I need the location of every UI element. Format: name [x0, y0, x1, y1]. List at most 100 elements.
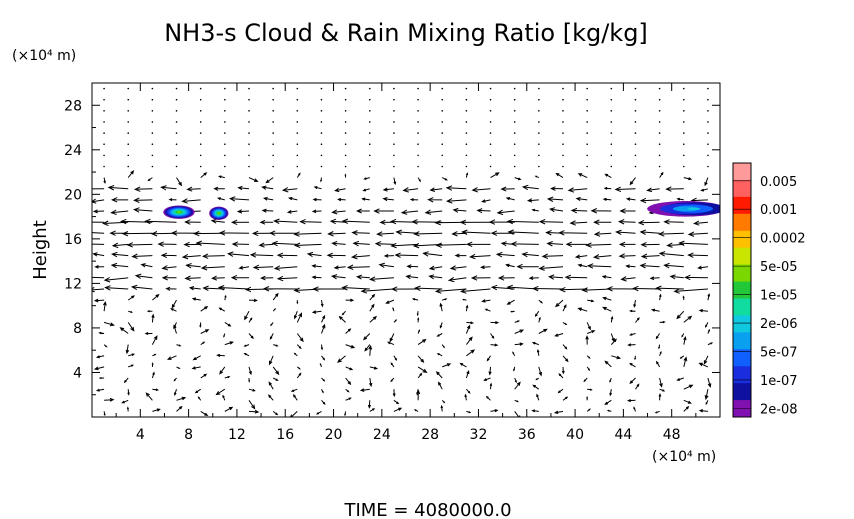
wind-vector [683, 405, 690, 412]
wind-vector [555, 172, 564, 179]
wind-vector [634, 355, 637, 361]
wind-vector [243, 352, 250, 357]
y-tick-label: 28 [64, 98, 82, 114]
wind-vector [287, 196, 298, 201]
wind-vector [466, 336, 473, 345]
wind-vector [577, 173, 588, 179]
wind-vector-field [92, 87, 714, 417]
wind-vector [175, 110, 178, 112]
wind-vector [262, 286, 298, 292]
wind-vector [428, 265, 443, 271]
wind-vector [249, 252, 274, 258]
wind-vector [272, 121, 274, 123]
cloud-contour [672, 206, 699, 212]
wind-vector [272, 307, 277, 312]
wind-vector [224, 154, 226, 157]
wind-vector [417, 355, 425, 364]
wind-vector [658, 87, 661, 90]
wind-vector [186, 186, 201, 192]
wind-vector [586, 165, 588, 168]
wind-vector [152, 293, 160, 301]
wind-vector [157, 241, 177, 247]
wind-vector [682, 121, 685, 123]
wind-vector [513, 154, 516, 157]
wind-vector [191, 297, 201, 301]
wind-vector [441, 132, 444, 134]
wind-vector [583, 377, 588, 383]
wind-vector [676, 310, 685, 320]
wind-vector [538, 265, 564, 271]
wind-vector [296, 121, 299, 123]
wind-vector [224, 341, 234, 346]
colorbar-swatch [733, 332, 751, 350]
wind-vector [337, 355, 346, 363]
wind-vector [633, 406, 636, 412]
wind-vector [320, 87, 323, 90]
wind-vector [441, 399, 446, 404]
wind-vector [331, 209, 346, 215]
wind-vector [92, 243, 105, 245]
wind-vector [406, 264, 419, 269]
wind-vector [682, 295, 685, 301]
wind-vector [195, 240, 225, 246]
colorbar-swatch [733, 163, 751, 181]
wind-vector [103, 177, 106, 184]
wind-vector [521, 184, 539, 191]
colorbar-frame [732, 162, 752, 418]
wind-vector [351, 230, 370, 236]
wind-vector [416, 389, 419, 396]
x-tick-label: 8 [184, 427, 193, 443]
wind-vector [587, 388, 593, 391]
wind-vector [465, 98, 468, 101]
wind-vector [194, 388, 201, 394]
wind-vector [306, 251, 322, 258]
wind-vector [311, 310, 322, 314]
wind-vector [586, 110, 588, 112]
wind-vector [490, 172, 500, 179]
wind-vector [465, 154, 468, 157]
wind-vector [512, 351, 516, 357]
wind-vector [593, 219, 612, 225]
wind-vector [383, 254, 394, 258]
wind-vector [350, 253, 370, 260]
wind-vector [417, 87, 419, 90]
wind-vector [658, 165, 661, 168]
wind-vector [199, 154, 202, 157]
wind-vector [417, 121, 419, 123]
wind-vector [683, 399, 692, 404]
wind-vector [123, 377, 129, 384]
wind-vector [338, 315, 346, 323]
wind-vector [659, 377, 663, 388]
wind-vector [575, 196, 588, 202]
wind-vector [315, 410, 322, 415]
wind-vector [490, 320, 500, 325]
wind-vector [320, 344, 324, 351]
wind-vector [126, 242, 153, 248]
wind-vector [373, 208, 394, 214]
wind-vector [413, 409, 419, 412]
wind-vector [293, 242, 322, 248]
wind-vector [130, 284, 153, 291]
wind-vector [144, 332, 153, 336]
wind-vector [480, 265, 491, 270]
wind-vector [586, 366, 591, 372]
wind-vector [224, 110, 226, 112]
wind-vector [181, 198, 201, 204]
wind-vector [326, 252, 346, 259]
wind-vector [459, 219, 491, 226]
colorbar-swatch [733, 264, 751, 283]
wind-vector [476, 208, 491, 214]
colorbar-swatch [733, 298, 751, 316]
wind-vector [319, 362, 322, 368]
wind-vector [548, 274, 564, 280]
wind-vector [345, 388, 350, 393]
wind-vector [273, 344, 279, 347]
wind-vector [417, 143, 419, 146]
wind-vector [296, 372, 302, 379]
wind-vector [707, 143, 709, 146]
wind-vector [602, 197, 612, 202]
wind-vector [224, 406, 234, 412]
wind-vector [344, 143, 347, 146]
wind-vector [345, 397, 352, 401]
colorbar-label: 0.005 [760, 175, 797, 190]
